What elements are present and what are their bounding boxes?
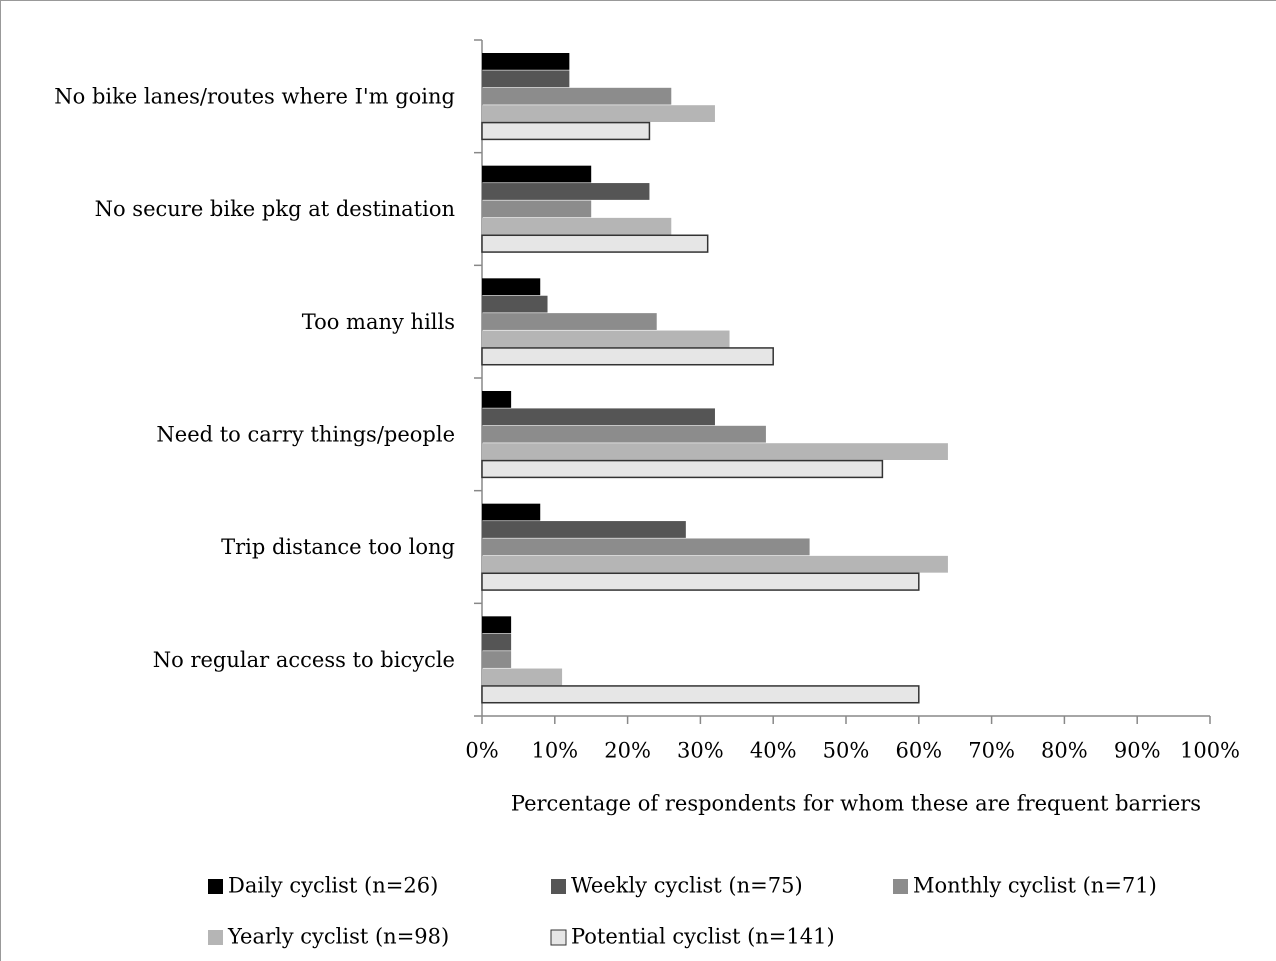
bar	[482, 53, 570, 70]
bar	[482, 105, 715, 122]
bar	[482, 633, 512, 651]
bar	[482, 538, 810, 556]
x-tick-label: 20%	[604, 739, 651, 763]
x-tick-label: 40%	[750, 739, 797, 763]
bar	[482, 278, 541, 296]
bar	[482, 391, 512, 408]
bar	[481, 572, 920, 591]
bar	[482, 70, 570, 88]
bar	[482, 313, 657, 330]
bar	[482, 651, 512, 668]
legend-swatch	[208, 930, 223, 945]
x-tick-label: 0%	[465, 739, 498, 763]
legend-swatch	[893, 879, 908, 894]
bar	[481, 121, 651, 141]
bar	[482, 503, 541, 521]
bar	[482, 87, 672, 105]
bar	[481, 347, 774, 366]
legend-swatch	[551, 879, 566, 894]
bar	[482, 330, 730, 348]
bar	[482, 200, 592, 218]
legend-label: Weekly cyclist (n=75)	[571, 874, 803, 898]
bar	[482, 555, 948, 573]
legend-label: Potential cyclist (n=141)	[571, 925, 835, 949]
bar	[482, 295, 548, 313]
bar	[481, 685, 920, 704]
legend-label: Monthly cyclist (n=71)	[913, 874, 1157, 898]
bar	[482, 668, 563, 686]
legend-label: Daily cyclist (n=26)	[228, 874, 438, 898]
x-axis-label: Percentage of respondents for whom these…	[511, 792, 1201, 816]
x-tick-label: 30%	[677, 739, 724, 763]
category-label: Need to carry things/people	[156, 423, 455, 447]
bar	[482, 443, 948, 460]
bar	[482, 217, 672, 235]
x-tick-label: 90%	[1114, 739, 1161, 763]
x-tick-label: 100%	[1180, 739, 1240, 763]
category-label: No secure bike pkg at destination	[95, 197, 455, 221]
bar	[482, 425, 766, 443]
bar	[482, 521, 686, 538]
bar	[482, 183, 650, 200]
category-label: No regular access to bicycle	[153, 648, 455, 672]
legend-swatch	[550, 929, 567, 946]
x-tick-label: 80%	[1041, 739, 1088, 763]
bar	[481, 234, 709, 253]
category-label: No bike lanes/routes where I'm going	[54, 85, 455, 109]
category-label: Trip distance too long	[221, 535, 455, 559]
legend-label: Yearly cyclist (n=98)	[227, 925, 449, 949]
bar	[482, 408, 715, 426]
legend-swatch	[208, 879, 223, 894]
x-tick-label: 10%	[531, 739, 578, 763]
x-tick-label: 60%	[895, 739, 942, 763]
bar	[481, 459, 884, 479]
category-label: Too many hills	[302, 310, 455, 334]
x-tick-label: 50%	[823, 739, 870, 763]
bar	[482, 165, 592, 183]
bar	[482, 616, 512, 634]
x-tick-label: 70%	[968, 739, 1015, 763]
